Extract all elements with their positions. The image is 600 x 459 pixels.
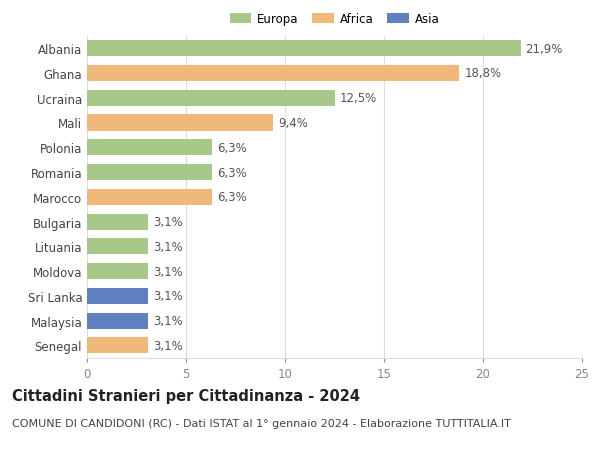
Text: 12,5%: 12,5%: [340, 92, 377, 105]
Text: 18,8%: 18,8%: [464, 67, 502, 80]
Text: Cittadini Stranieri per Cittadinanza - 2024: Cittadini Stranieri per Cittadinanza - 2…: [12, 388, 360, 403]
Text: 3,1%: 3,1%: [154, 290, 183, 303]
Text: 6,3%: 6,3%: [217, 141, 247, 154]
Bar: [87, 165, 212, 181]
Text: 3,1%: 3,1%: [154, 265, 183, 278]
Bar: [87, 90, 335, 106]
Bar: [87, 288, 148, 304]
Text: 6,3%: 6,3%: [217, 191, 247, 204]
Bar: [87, 239, 148, 255]
Bar: [87, 41, 521, 57]
Bar: [87, 189, 212, 205]
Bar: [87, 214, 148, 230]
Text: 3,1%: 3,1%: [154, 241, 183, 253]
Legend: Europa, Africa, Asia: Europa, Africa, Asia: [227, 11, 442, 28]
Text: 3,1%: 3,1%: [154, 216, 183, 229]
Text: 3,1%: 3,1%: [154, 314, 183, 327]
Text: 3,1%: 3,1%: [154, 339, 183, 352]
Text: 9,4%: 9,4%: [278, 117, 308, 130]
Text: 21,9%: 21,9%: [526, 43, 563, 56]
Text: 6,3%: 6,3%: [217, 166, 247, 179]
Bar: [87, 66, 459, 82]
Bar: [87, 115, 273, 131]
Bar: [87, 263, 148, 280]
Text: COMUNE DI CANDIDONI (RC) - Dati ISTAT al 1° gennaio 2024 - Elaborazione TUTTITAL: COMUNE DI CANDIDONI (RC) - Dati ISTAT al…: [12, 418, 511, 428]
Bar: [87, 338, 148, 354]
Bar: [87, 140, 212, 156]
Bar: [87, 313, 148, 329]
